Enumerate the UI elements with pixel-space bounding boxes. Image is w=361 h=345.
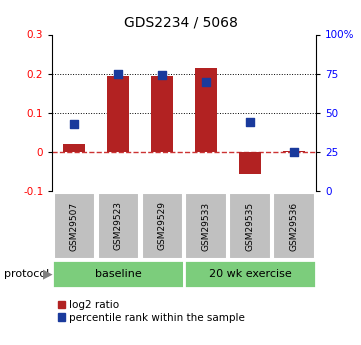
Point: [71, 121, 77, 127]
Bar: [186, 193, 227, 259]
Bar: [273, 193, 314, 259]
Text: GDS2234 / 5068: GDS2234 / 5068: [123, 16, 238, 30]
Text: baseline: baseline: [95, 269, 142, 279]
Text: GSM29523: GSM29523: [114, 201, 123, 250]
Text: GSM29507: GSM29507: [70, 201, 79, 250]
Bar: [107, 76, 129, 152]
Text: ▶: ▶: [43, 268, 53, 281]
Point: [159, 72, 165, 78]
Bar: [195, 68, 217, 152]
Text: GSM29529: GSM29529: [158, 201, 167, 250]
Point: [115, 71, 121, 77]
Bar: [52, 260, 184, 288]
Text: GSM29535: GSM29535: [245, 201, 255, 250]
Point: [291, 149, 297, 155]
Bar: [63, 144, 85, 152]
Text: GSM29536: GSM29536: [290, 201, 299, 250]
Text: 20 wk exercise: 20 wk exercise: [209, 269, 291, 279]
Point: [247, 120, 253, 125]
Bar: [184, 260, 316, 288]
Bar: [54, 193, 95, 259]
Bar: [151, 76, 173, 152]
Bar: [239, 152, 261, 174]
Bar: [283, 151, 305, 152]
Point: [203, 79, 209, 84]
Bar: [142, 193, 183, 259]
Bar: [97, 193, 139, 259]
Bar: [229, 193, 271, 259]
Legend: log2 ratio, percentile rank within the sample: log2 ratio, percentile rank within the s…: [57, 300, 245, 323]
Text: protocol: protocol: [4, 269, 49, 279]
Text: GSM29533: GSM29533: [201, 201, 210, 250]
